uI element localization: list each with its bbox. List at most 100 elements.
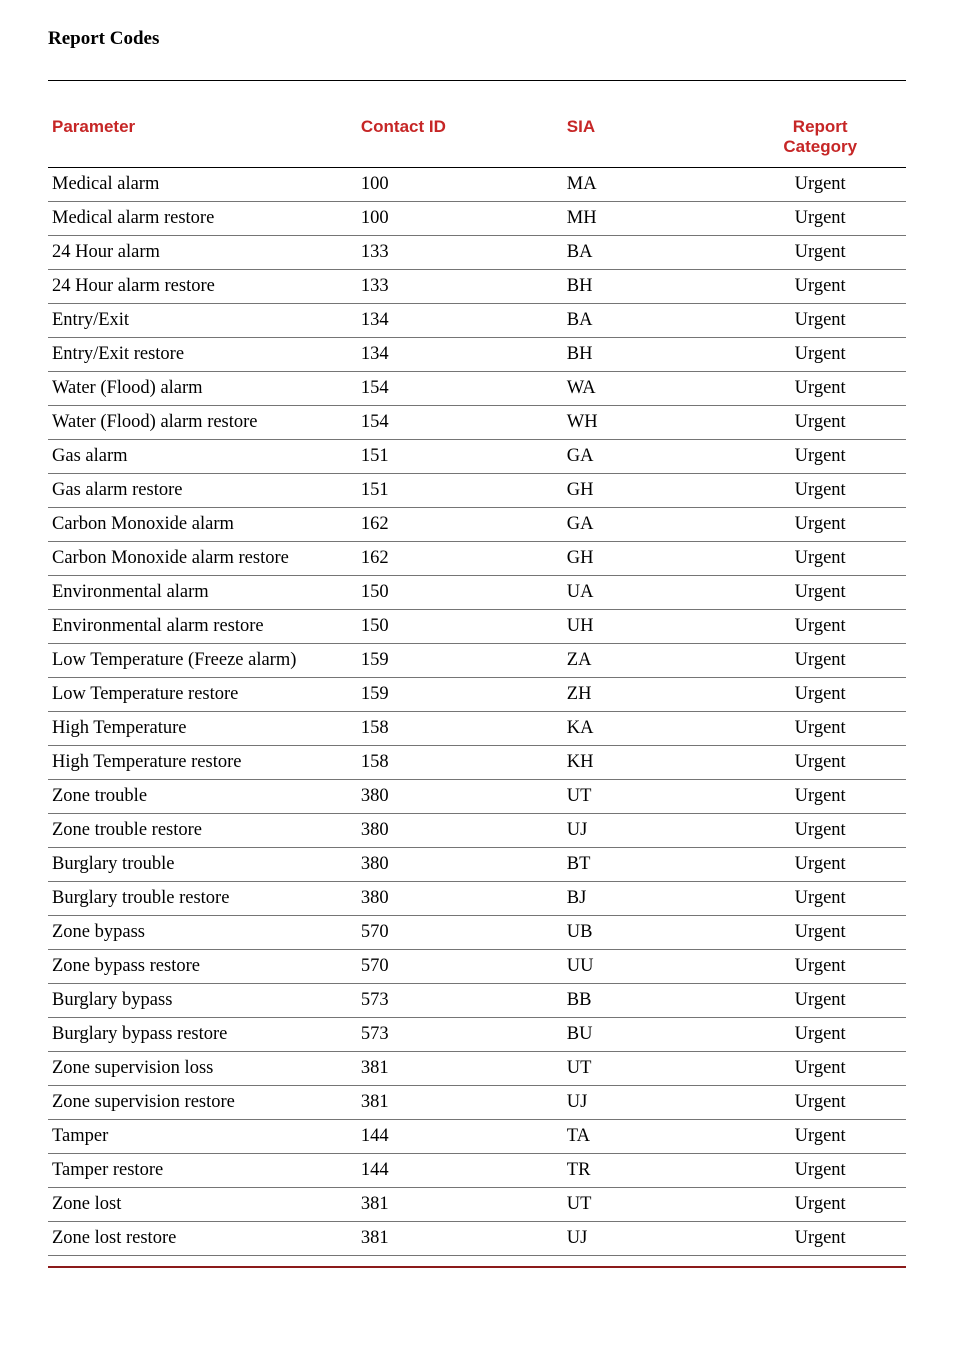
- cell-sia: BB: [563, 984, 735, 1018]
- cell-sia: WH: [563, 406, 735, 440]
- cell-report-category: Urgent: [734, 1052, 906, 1086]
- cell-report-category: Urgent: [734, 678, 906, 712]
- cell-sia: WA: [563, 372, 735, 406]
- cell-report-category: Urgent: [734, 236, 906, 270]
- cell-parameter: Burglary bypass: [48, 984, 357, 1018]
- col-header-report-category: Report Category: [734, 109, 906, 168]
- cell-sia: UB: [563, 916, 735, 950]
- cell-contact-id: 133: [357, 236, 563, 270]
- cell-sia: GA: [563, 440, 735, 474]
- cell-sia: BA: [563, 304, 735, 338]
- table-row: Carbon Monoxide alarm restore162GHUrgent: [48, 542, 906, 576]
- cell-report-category: Urgent: [734, 406, 906, 440]
- cell-sia: UT: [563, 780, 735, 814]
- table-row: Gas alarm restore151GHUrgent: [48, 474, 906, 508]
- cell-parameter: Zone supervision restore: [48, 1086, 357, 1120]
- cell-contact-id: 380: [357, 780, 563, 814]
- table-body: Medical alarm100MAUrgentMedical alarm re…: [48, 168, 906, 1256]
- table-row: Entry/Exit restore134BHUrgent: [48, 338, 906, 372]
- table-row: Zone trouble restore380UJUrgent: [48, 814, 906, 848]
- cell-report-category: Urgent: [734, 1154, 906, 1188]
- cell-contact-id: 151: [357, 474, 563, 508]
- table-row: Burglary trouble restore380BJUrgent: [48, 882, 906, 916]
- cell-parameter: Gas alarm: [48, 440, 357, 474]
- cell-sia: BH: [563, 338, 735, 372]
- cell-parameter: Environmental alarm: [48, 576, 357, 610]
- cell-report-category: Urgent: [734, 1086, 906, 1120]
- cell-contact-id: 162: [357, 542, 563, 576]
- cell-contact-id: 570: [357, 950, 563, 984]
- cell-contact-id: 134: [357, 338, 563, 372]
- cell-contact-id: 381: [357, 1222, 563, 1256]
- cell-parameter: Zone supervision loss: [48, 1052, 357, 1086]
- top-divider: [48, 80, 906, 81]
- cell-contact-id: 381: [357, 1086, 563, 1120]
- cell-parameter: Tamper: [48, 1120, 357, 1154]
- table-row: Medical alarm100MAUrgent: [48, 168, 906, 202]
- cell-report-category: Urgent: [734, 576, 906, 610]
- cell-report-category: Urgent: [734, 1120, 906, 1154]
- cell-contact-id: 134: [357, 304, 563, 338]
- table-row: Medical alarm restore100MHUrgent: [48, 202, 906, 236]
- cell-sia: KH: [563, 746, 735, 780]
- cell-sia: GH: [563, 474, 735, 508]
- table-row: Tamper144TAUrgent: [48, 1120, 906, 1154]
- cell-parameter: Environmental alarm restore: [48, 610, 357, 644]
- cell-report-category: Urgent: [734, 474, 906, 508]
- cell-sia: TR: [563, 1154, 735, 1188]
- cell-parameter: Gas alarm restore: [48, 474, 357, 508]
- cell-report-category: Urgent: [734, 168, 906, 202]
- cell-contact-id: 150: [357, 610, 563, 644]
- cell-sia: MA: [563, 168, 735, 202]
- cell-report-category: Urgent: [734, 984, 906, 1018]
- cell-sia: UT: [563, 1188, 735, 1222]
- cell-parameter: 24 Hour alarm restore: [48, 270, 357, 304]
- table-row: 24 Hour alarm133BAUrgent: [48, 236, 906, 270]
- cell-parameter: Zone bypass: [48, 916, 357, 950]
- cell-sia: UJ: [563, 1222, 735, 1256]
- cell-contact-id: 162: [357, 508, 563, 542]
- cell-contact-id: 380: [357, 848, 563, 882]
- table-row: Zone supervision loss381UTUrgent: [48, 1052, 906, 1086]
- cell-contact-id: 573: [357, 984, 563, 1018]
- table-row: Environmental alarm150UAUrgent: [48, 576, 906, 610]
- table-row: High Temperature restore158KHUrgent: [48, 746, 906, 780]
- cell-sia: BJ: [563, 882, 735, 916]
- cell-contact-id: 381: [357, 1052, 563, 1086]
- cell-report-category: Urgent: [734, 950, 906, 984]
- cell-parameter: Zone bypass restore: [48, 950, 357, 984]
- cell-parameter: Entry/Exit restore: [48, 338, 357, 372]
- cell-parameter: Burglary trouble: [48, 848, 357, 882]
- cell-parameter: Zone trouble: [48, 780, 357, 814]
- cell-parameter: Water (Flood) alarm restore: [48, 406, 357, 440]
- cell-report-category: Urgent: [734, 270, 906, 304]
- cell-parameter: Carbon Monoxide alarm restore: [48, 542, 357, 576]
- cell-contact-id: 133: [357, 270, 563, 304]
- bottom-accent-divider: [48, 1266, 906, 1268]
- report-codes-table: Parameter Contact ID SIA Report Category…: [48, 109, 906, 1256]
- cell-parameter: Water (Flood) alarm: [48, 372, 357, 406]
- cell-report-category: Urgent: [734, 916, 906, 950]
- cell-parameter: High Temperature restore: [48, 746, 357, 780]
- cell-parameter: Burglary bypass restore: [48, 1018, 357, 1052]
- table-header-row: Parameter Contact ID SIA Report Category: [48, 109, 906, 168]
- cell-contact-id: 159: [357, 678, 563, 712]
- cell-report-category: Urgent: [734, 848, 906, 882]
- table-row: Environmental alarm restore150UHUrgent: [48, 610, 906, 644]
- table-row: Burglary trouble380BTUrgent: [48, 848, 906, 882]
- table-row: Gas alarm151GAUrgent: [48, 440, 906, 474]
- cell-report-category: Urgent: [734, 780, 906, 814]
- cell-sia: GH: [563, 542, 735, 576]
- table-row: Zone bypass restore570UUUrgent: [48, 950, 906, 984]
- cell-contact-id: 100: [357, 202, 563, 236]
- cell-report-category: Urgent: [734, 440, 906, 474]
- cell-contact-id: 100: [357, 168, 563, 202]
- cell-report-category: Urgent: [734, 712, 906, 746]
- cell-sia: BU: [563, 1018, 735, 1052]
- cell-sia: UH: [563, 610, 735, 644]
- table-row: Water (Flood) alarm154WAUrgent: [48, 372, 906, 406]
- page-title: Report Codes: [48, 28, 906, 50]
- cell-parameter: Low Temperature (Freeze alarm): [48, 644, 357, 678]
- cell-contact-id: 159: [357, 644, 563, 678]
- cell-report-category: Urgent: [734, 338, 906, 372]
